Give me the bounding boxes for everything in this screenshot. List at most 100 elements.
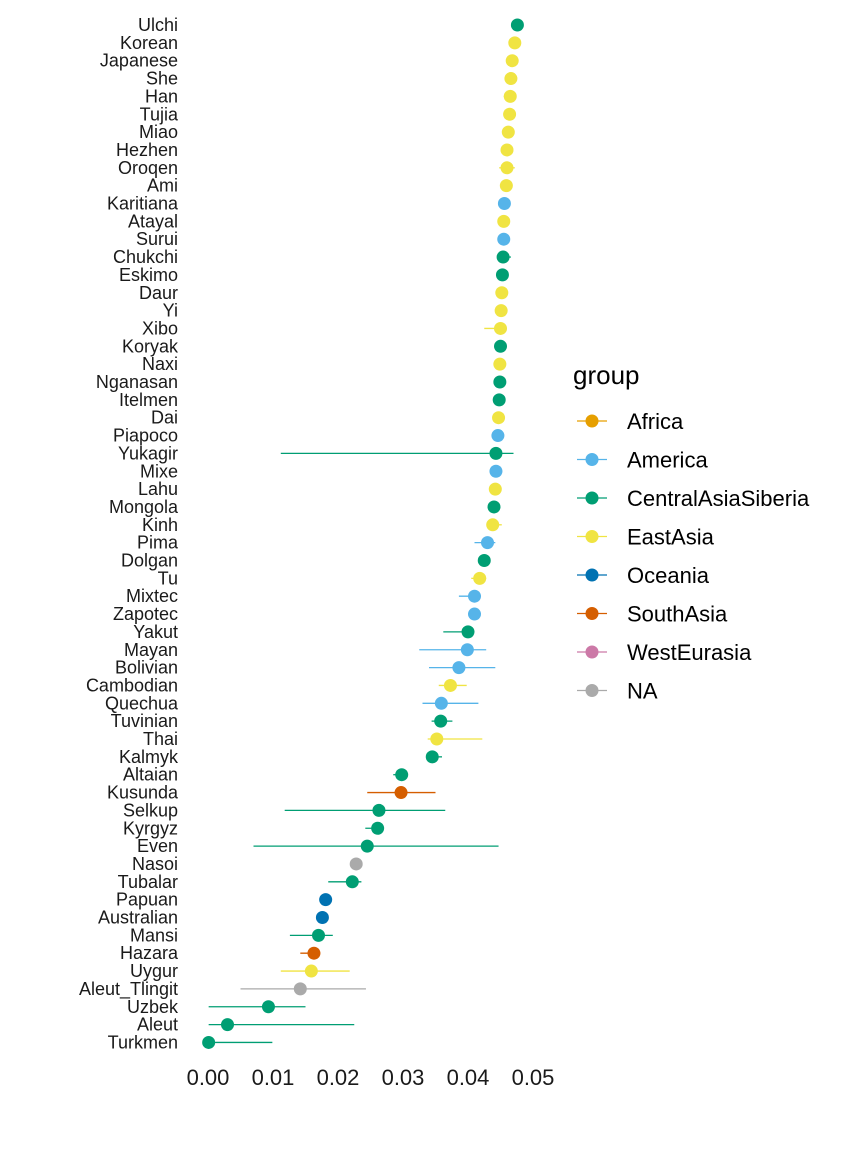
row-hazara: Hazara xyxy=(120,943,321,963)
row-tu: Tu xyxy=(158,568,487,588)
y-tick-label: Bolivian xyxy=(115,658,178,678)
y-tick-label: Pima xyxy=(137,533,179,553)
row-yukagir: Yukagir xyxy=(118,443,514,463)
row-ulchi: Ulchi xyxy=(138,15,524,35)
data-point xyxy=(486,518,500,532)
data-point xyxy=(493,357,507,371)
data-point xyxy=(473,571,487,585)
x-tick-label: 0.01 xyxy=(252,1065,295,1090)
row-koryak: Koryak xyxy=(122,336,507,356)
row-kinh: Kinh xyxy=(142,515,502,535)
legend-label: CentralAsiaSiberia xyxy=(627,486,810,511)
y-tick-label: Surui xyxy=(136,229,178,249)
row-australian: Australian xyxy=(98,908,329,928)
legend-items: Africa America CentralAsiaSiberia EastAsia O… xyxy=(577,409,810,704)
y-tick-label: Korean xyxy=(120,33,178,53)
legend-key-dot xyxy=(585,414,599,428)
y-tick-label: Miao xyxy=(139,122,178,142)
y-tick-label: Ulchi xyxy=(138,15,178,35)
row-even: Even xyxy=(137,836,499,856)
data-point xyxy=(395,768,409,782)
row-xibo: Xibo xyxy=(142,318,507,338)
row-aleut-tlingit: Aleut_Tlingit xyxy=(79,979,366,1000)
row-aleut: Aleut xyxy=(137,1015,355,1035)
row-pima: Pima xyxy=(137,533,496,553)
data-point xyxy=(371,821,385,835)
y-tick-label: Yi xyxy=(163,301,178,321)
data-point xyxy=(307,946,321,960)
legend-item: SouthAsia xyxy=(577,602,728,627)
data-point xyxy=(319,893,333,907)
y-tick-label: Australian xyxy=(98,908,178,928)
data-point xyxy=(468,589,481,603)
y-tick-label: Uygur xyxy=(130,961,178,981)
row-mayan: Mayan xyxy=(124,640,487,660)
y-tick-label: Dolgan xyxy=(121,551,178,571)
x-tick-label: 0.00 xyxy=(187,1065,230,1090)
y-tick-label: Piapoco xyxy=(113,426,178,446)
data-point xyxy=(489,464,503,478)
y-tick-label: Chukchi xyxy=(113,247,178,267)
row-kyrgyz: Kyrgyz xyxy=(123,818,385,838)
row-mixtec: Mixtec xyxy=(126,586,481,606)
legend-item: EastAsia xyxy=(577,525,715,550)
row-mansi: Mansi xyxy=(130,925,333,945)
y-tick-label: Karitiana xyxy=(107,194,179,214)
x-tick-label: 0.05 xyxy=(512,1065,555,1090)
data-point xyxy=(481,536,494,550)
y-tick-label: Mansi xyxy=(130,925,178,945)
legend-item: America xyxy=(577,448,708,473)
row-japanese: Japanese xyxy=(100,51,519,71)
y-tick-label: Nganasan xyxy=(96,372,178,392)
y-tick-label: Hezhen xyxy=(116,140,178,160)
y-tick-label: Tu xyxy=(158,568,178,588)
row-dolgan: Dolgan xyxy=(121,551,491,571)
data-point xyxy=(461,625,475,639)
legend-title: group xyxy=(573,360,640,390)
row-oroqen: Oroqen xyxy=(118,158,515,178)
data-point xyxy=(495,268,509,282)
data-point xyxy=(434,714,448,728)
data-point xyxy=(492,393,506,407)
legend-key-dot xyxy=(585,568,599,582)
y-tick-label: Kinh xyxy=(142,515,178,535)
y-tick-label: Thai xyxy=(143,729,178,749)
y-tick-label: Koryak xyxy=(122,336,179,356)
legend-label: WestEurasia xyxy=(627,640,752,665)
x-tick-label: 0.03 xyxy=(382,1065,425,1090)
y-tick-label: Tujia xyxy=(140,104,179,124)
row-bolivian: Bolivian xyxy=(115,658,496,678)
data-point xyxy=(510,18,524,32)
row-uzbek: Uzbek xyxy=(127,997,306,1017)
data-point xyxy=(345,875,359,889)
y-tick-label: Nasoi xyxy=(132,854,178,874)
data-point xyxy=(500,143,514,157)
data-point xyxy=(497,232,511,246)
y-tick-label: Mixe xyxy=(140,461,178,481)
data-point xyxy=(491,429,505,443)
row-papuan: Papuan xyxy=(116,890,333,910)
y-tick-label: Ami xyxy=(147,176,178,196)
y-tick-label: Quechua xyxy=(105,693,179,713)
x-axis-ticks: 0.00 0.01 0.02 0.03 0.04 0.05 xyxy=(187,1065,555,1090)
data-point xyxy=(495,286,509,300)
row-altaian: Altaian xyxy=(123,765,409,785)
y-tick-label: Aleut_Tlingit xyxy=(79,979,178,1000)
y-tick-label: Yukagir xyxy=(118,443,178,463)
y-tick-label: Daur xyxy=(139,283,178,303)
row-naxi: Naxi xyxy=(142,354,507,374)
data-point xyxy=(505,54,519,68)
x-tick-label: 0.02 xyxy=(317,1065,360,1090)
y-tick-label: Uzbek xyxy=(127,997,179,1017)
data-point xyxy=(477,554,491,567)
row-daur: Daur xyxy=(139,283,509,303)
y-tick-label: Cambodian xyxy=(86,675,178,695)
data-point xyxy=(430,732,444,746)
data-point xyxy=(221,1018,234,1032)
y-tick-label: Tuvinian xyxy=(111,711,178,731)
row-quechua: Quechua xyxy=(105,693,479,713)
row-itelmen: Itelmen xyxy=(119,390,506,410)
row-atayal: Atayal xyxy=(128,211,511,231)
row-selkup: Selkup xyxy=(123,800,446,820)
